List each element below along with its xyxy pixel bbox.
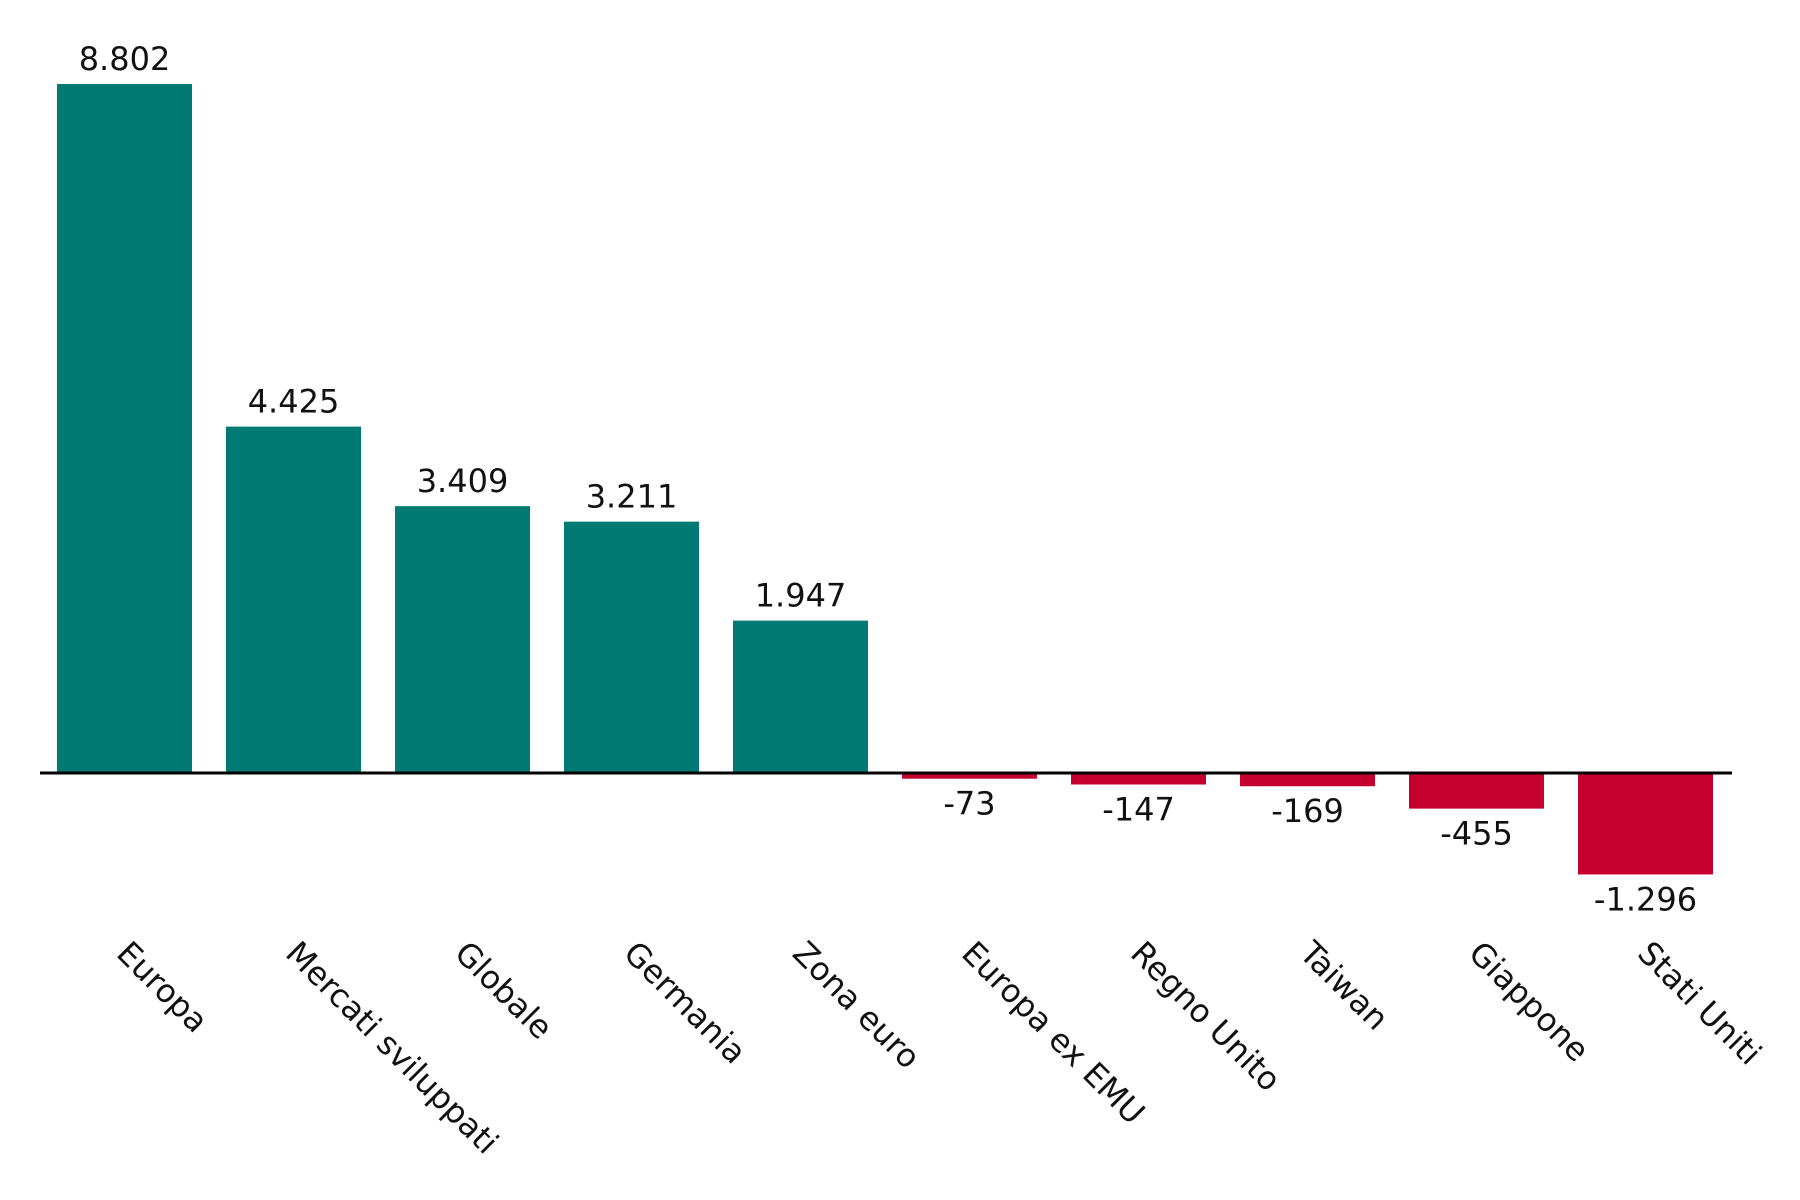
value-label-1: 4.425 (248, 383, 340, 421)
bar-0 (57, 84, 192, 773)
category-label-7: Taiwan (1292, 933, 1397, 1038)
value-label-0: 8.802 (79, 40, 171, 78)
category-label-0: Europa (109, 934, 215, 1040)
bar-4 (733, 620, 868, 773)
value-label-2: 3.409 (417, 462, 509, 500)
category-label-2: Globale (447, 934, 560, 1047)
bar-3 (564, 521, 699, 773)
bar-5 (902, 773, 1037, 779)
category-label-4: Zona euro (785, 934, 928, 1077)
value-label-9: -1.296 (1594, 880, 1697, 918)
bar-9 (1578, 773, 1713, 875)
bar-1 (226, 426, 361, 773)
bar-2 (395, 506, 530, 773)
value-label-4: 1.947 (755, 577, 847, 615)
value-label-6: -147 (1102, 791, 1175, 829)
value-label-7: -169 (1271, 792, 1344, 830)
bar-7 (1240, 773, 1375, 787)
category-label-3: Germania (616, 934, 754, 1072)
value-label-5: -73 (943, 785, 995, 823)
bar-6 (1071, 773, 1206, 785)
value-label-8: -455 (1440, 815, 1513, 853)
category-label-9: Stati Uniti (1630, 934, 1769, 1073)
value-label-3: 3.211 (586, 478, 678, 516)
category-label-6: Regno Unito (1123, 934, 1288, 1099)
category-label-8: Giappone (1461, 934, 1596, 1069)
bar-8 (1409, 773, 1544, 809)
category-label-5: Europa ex EMU (954, 934, 1152, 1132)
